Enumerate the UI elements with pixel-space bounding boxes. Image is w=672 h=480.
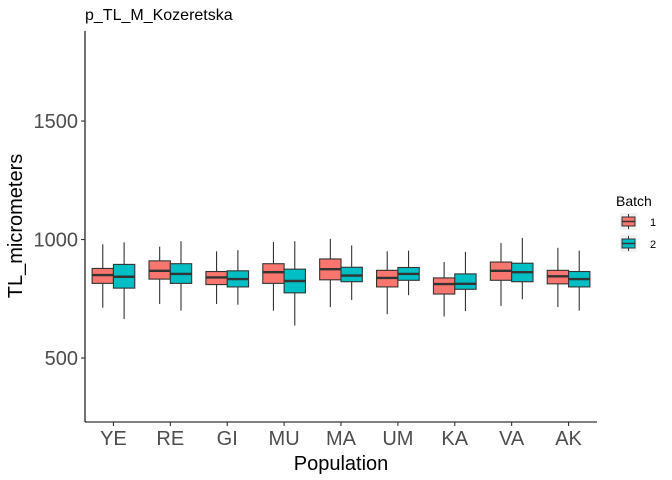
boxplot-mu-batch-1: [262, 241, 285, 311]
boxplot-re-batch-2: [169, 241, 193, 311]
legend-label-batch-1: 1: [650, 217, 656, 229]
chart-title: p_TL_M_Kozeretska: [85, 7, 233, 24]
boxplot-um-batch-2: [397, 250, 420, 296]
boxplot-um-batch-1: [376, 251, 399, 315]
y-tick-label: 500: [45, 348, 78, 370]
legend: Batch 1 2: [616, 193, 656, 252]
boxplot-gi-batch-1: [205, 251, 228, 304]
boxplot-ma-batch-2: [340, 245, 363, 300]
y-axis-ticks: 500 1000 1500: [34, 111, 85, 370]
y-tick-label: 1500: [34, 111, 79, 133]
box: [454, 273, 477, 290]
legend-key-batch-2: [620, 235, 637, 252]
x-axis-title: Population: [294, 453, 389, 475]
boxplot-ye-batch-2: [112, 242, 136, 319]
boxplot-ye-batch-1: [91, 244, 114, 308]
x-tick-label: UM: [382, 428, 413, 450]
x-tick-label: RE: [156, 428, 184, 450]
y-tick-label: 1000: [34, 230, 79, 252]
boxplot-ka-batch-2: [454, 251, 477, 312]
boxplot-va-batch-1: [489, 243, 513, 306]
box: [432, 277, 456, 295]
x-tick-label: VA: [499, 428, 525, 450]
plot-area: [91, 237, 591, 326]
legend-title: Batch: [616, 193, 652, 209]
boxplot-va-batch-2: [511, 237, 534, 300]
boxplot-ak-batch-2: [568, 250, 591, 311]
x-tick-label: AK: [555, 428, 582, 450]
boxplot-re-batch-1: [148, 246, 171, 304]
x-tick-label: MA: [326, 428, 357, 450]
box: [262, 263, 285, 284]
legend-label-batch-2: 2: [650, 239, 656, 251]
y-axis-title: TL_micrometers: [5, 154, 27, 298]
boxplot-ka-batch-1: [432, 262, 456, 317]
x-tick-label: GI: [217, 428, 238, 450]
boxplot-ma-batch-1: [319, 238, 342, 308]
x-axis-ticks: YE RE GI MU MA UM KA VA AK: [100, 422, 583, 450]
x-tick-label: KA: [441, 428, 468, 450]
x-tick-label: MU: [269, 428, 300, 450]
boxplot-mu-batch-2: [283, 241, 306, 326]
legend-key-batch-1: [620, 213, 637, 230]
x-tick-label: YE: [100, 428, 127, 450]
boxplot-gi-batch-2: [226, 250, 250, 305]
boxplot-ak-batch-1: [546, 247, 570, 308]
